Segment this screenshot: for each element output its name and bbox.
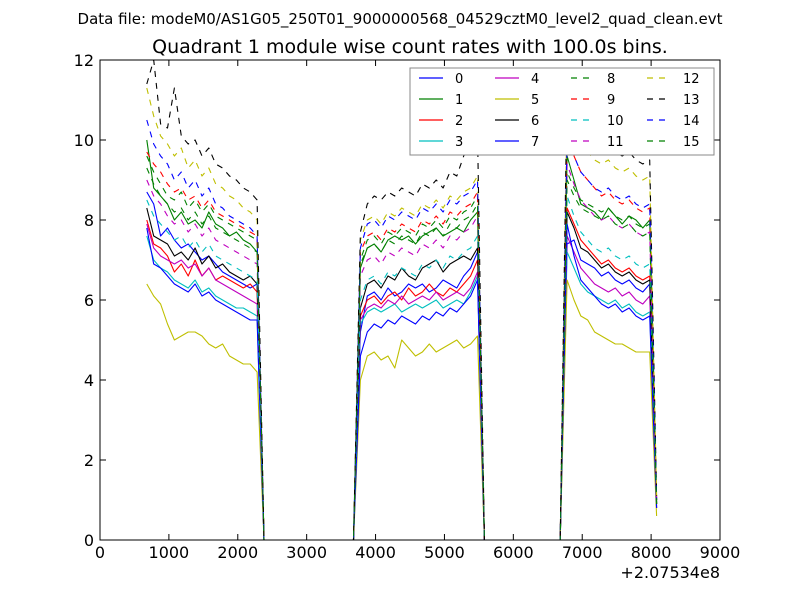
x-tick-label: 4000 xyxy=(355,543,396,562)
x-tick-label: 0 xyxy=(95,543,105,562)
legend-label-14: 14 xyxy=(683,114,700,129)
y-tick-label: 4 xyxy=(84,371,94,390)
legend-label-8: 8 xyxy=(607,72,615,87)
legend-label-12: 12 xyxy=(683,72,700,87)
x-offset-label: +2.07534e8 xyxy=(620,563,720,582)
x-tick-label: 7000 xyxy=(562,543,603,562)
legend-label-7: 7 xyxy=(531,135,539,150)
x-tick-label: 9000 xyxy=(700,543,741,562)
legend-label-5: 5 xyxy=(531,93,539,108)
y-tick-label: 8 xyxy=(84,211,94,230)
y-tick-label: 10 xyxy=(74,131,94,150)
y-tick-label: 2 xyxy=(84,451,94,470)
y-tick-label: 12 xyxy=(74,51,94,70)
series-line-8 xyxy=(146,155,658,540)
suptitle: Data file: modeM0/AS1G05_250T01_90000005… xyxy=(78,10,723,29)
series-line-3 xyxy=(146,235,658,540)
legend-label-2: 2 xyxy=(455,114,463,129)
y-tick-label: 6 xyxy=(84,291,94,310)
series-line-4 xyxy=(146,223,658,540)
legend-label-10: 10 xyxy=(607,114,624,129)
x-tick-label: 8000 xyxy=(631,543,672,562)
series-line-15 xyxy=(146,167,658,540)
x-tick-label: 3000 xyxy=(286,543,327,562)
series-line-14 xyxy=(146,119,658,540)
legend-label-11: 11 xyxy=(607,135,624,150)
legend-label-0: 0 xyxy=(455,72,463,87)
x-tick-label: 2000 xyxy=(217,543,258,562)
x-tick-label: 6000 xyxy=(493,543,534,562)
legend-label-15: 15 xyxy=(683,135,700,150)
series-line-5 xyxy=(146,279,658,540)
axis-ticks: 0 1000 2000 3000 4000 5000 6000 7000 8000 9000 0 2 4… xyxy=(74,51,741,562)
x-tick-label: 5000 xyxy=(424,543,465,562)
series-line-0 xyxy=(146,191,658,540)
y-tick-label: 0 xyxy=(84,531,94,550)
series-line-7 xyxy=(146,223,658,540)
chart-title: Quadrant 1 module wise count rates with … xyxy=(152,36,668,58)
series-line-9 xyxy=(146,131,658,540)
legend-label-1: 1 xyxy=(455,93,463,108)
series-line-10 xyxy=(146,195,658,540)
legend-label-3: 3 xyxy=(455,135,463,150)
x-tick-label: 1000 xyxy=(149,543,190,562)
legend-label-4: 4 xyxy=(531,72,539,87)
legend-label-9: 9 xyxy=(607,93,615,108)
legend-label-13: 13 xyxy=(683,93,700,108)
series-line-2 xyxy=(146,207,658,540)
series-line-11 xyxy=(146,163,658,540)
legend-label-6: 6 xyxy=(531,114,539,129)
plot-frame xyxy=(99,59,721,541)
series-line-1 xyxy=(146,139,658,540)
